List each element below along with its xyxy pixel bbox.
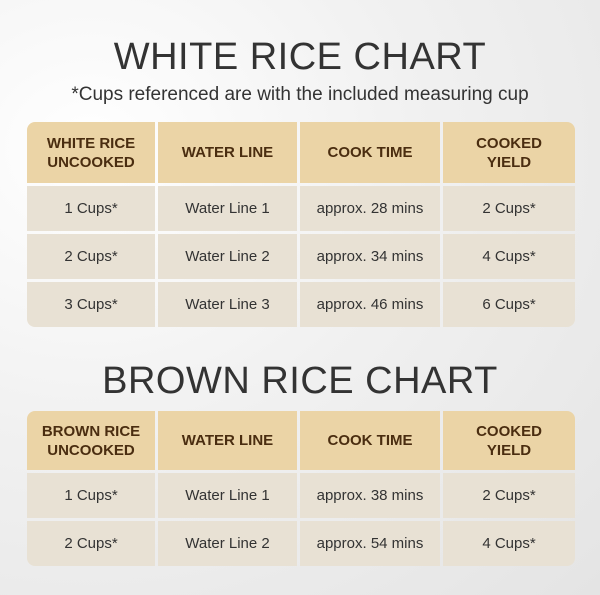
table-cell: 4 Cups* xyxy=(443,234,575,279)
header-cell: WATER LINE xyxy=(158,122,297,183)
header-cell: COOKED YIELD xyxy=(443,122,575,183)
section-title: WHITE RICE CHART xyxy=(113,36,487,78)
table-cell: 2 Cups* xyxy=(443,186,575,231)
table-cell: approx. 34 mins xyxy=(300,234,440,279)
table-cell: 1 Cups* xyxy=(27,186,155,231)
table-cell: 6 Cups* xyxy=(443,282,575,327)
table-cell: Water Line 3 xyxy=(158,282,297,327)
table: BROWN RICE UNCOOKED WATER LINE COOK TIME COO… xyxy=(27,411,575,566)
table-cell: 3 Cups* xyxy=(27,282,155,327)
header-line: WATER LINE xyxy=(181,144,274,161)
header-line: UNCOOKED xyxy=(47,153,135,171)
table-cell: approx. 54 mins xyxy=(300,521,440,566)
header-cell: COOKED YIELD xyxy=(443,411,575,470)
section-subtitle: *Cups referenced are with the included m… xyxy=(71,84,529,105)
table-cell: 2 Cups* xyxy=(27,521,155,566)
header-line: COOK TIME xyxy=(327,432,413,449)
header-line: BROWN RICE xyxy=(41,422,141,440)
table: WHITE RICE UNCOOKED WATER LINE COOK TIME COO… xyxy=(27,122,575,327)
header-cell: WATER LINE xyxy=(158,411,297,470)
header-line: COOKED xyxy=(476,422,542,440)
header-line: WHITE RICE xyxy=(46,134,136,152)
header-cell: WHITE RICE UNCOOKED xyxy=(27,122,155,183)
table-cell: 4 Cups* xyxy=(443,521,575,566)
table-cell: Water Line 1 xyxy=(158,186,297,231)
header-cell: COOK TIME xyxy=(300,411,440,470)
table-cell: approx. 28 mins xyxy=(300,186,440,231)
header-line: YIELD xyxy=(486,441,532,459)
header-line: UNCOOKED xyxy=(47,441,135,459)
header-cell: BROWN RICE UNCOOKED xyxy=(27,411,155,470)
table-cell: approx. 46 mins xyxy=(300,282,440,327)
table-cell: Water Line 1 xyxy=(158,473,297,518)
table-cell: 1 Cups* xyxy=(27,473,155,518)
section-title: BROWN RICE CHART xyxy=(102,360,498,402)
table-cell: approx. 38 mins xyxy=(300,473,440,518)
table-cell: 2 Cups* xyxy=(27,234,155,279)
header-line: YIELD xyxy=(486,153,532,171)
header-cell: COOK TIME xyxy=(300,122,440,183)
header-line: COOK TIME xyxy=(327,144,413,161)
table-cell: 2 Cups* xyxy=(443,473,575,518)
header-line: WATER LINE xyxy=(181,432,274,449)
header-line: COOKED xyxy=(476,134,542,152)
table-cell: Water Line 2 xyxy=(158,521,297,566)
table-cell: Water Line 2 xyxy=(158,234,297,279)
